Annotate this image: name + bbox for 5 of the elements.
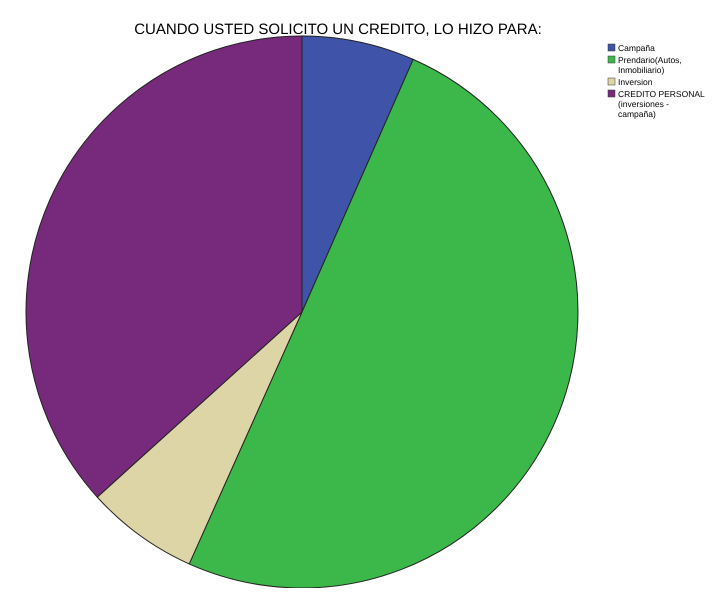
legend-label: Prendario(Autos, Inmobiliario) xyxy=(618,55,682,75)
chart-title: CUANDO USTED SOLICITO UN CREDITO, LO HIZO PARA: xyxy=(134,21,542,38)
legend-label: Campaña xyxy=(618,43,656,53)
legend-label: Inversion xyxy=(618,77,653,87)
legend-label: CREDITO PERSONAL (inversiones - campaña) xyxy=(618,89,706,119)
